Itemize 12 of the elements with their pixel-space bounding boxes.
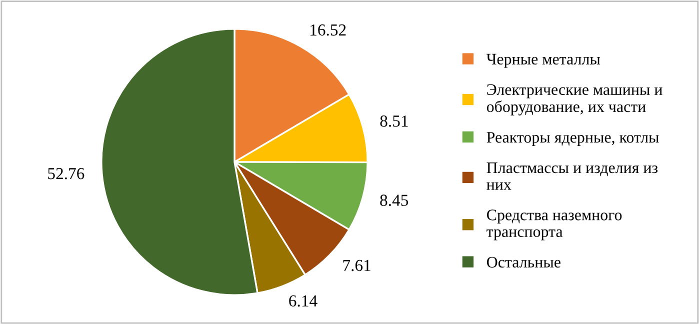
data-label: 8.45 <box>380 194 408 206</box>
data-label: 7.61 <box>343 260 370 272</box>
legend-label: Черные металлы <box>486 54 600 68</box>
legend-label: Пластмассы и изделия из них <box>486 162 658 190</box>
data-label: 8.51 <box>380 115 408 127</box>
legend-label: Электрические машины и оборудование, их части <box>486 84 662 116</box>
data-label: 6.14 <box>289 295 318 307</box>
data-label: 16.52 <box>310 24 346 36</box>
legend-label: Средства наземного транспорта <box>486 210 622 240</box>
legend-label: Реакторы ядерные, котлы <box>486 132 659 146</box>
legend-label: Остальные <box>486 256 560 268</box>
data-label: 52.76 <box>48 168 84 180</box>
